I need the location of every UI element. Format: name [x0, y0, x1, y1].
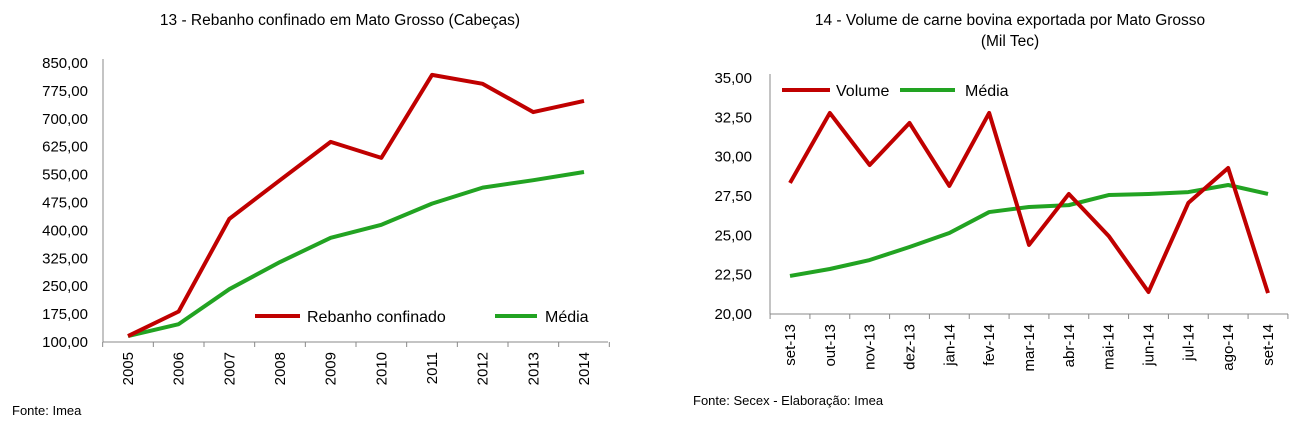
y-tick-label: 400,00 [42, 222, 88, 239]
y-tick-label: 850,00 [42, 55, 88, 72]
x-tick-label: 2007 [221, 352, 238, 385]
chart-subtitle: (Mil Tec) [981, 33, 1039, 50]
y-tick-label: 25,00 [714, 227, 752, 244]
legend-label: Rebanho confinado [307, 309, 446, 326]
x-tick-label: 2011 [424, 352, 441, 384]
x-tick-label: 2006 [171, 352, 188, 385]
x-tick-label: mar-14 [1021, 324, 1038, 372]
x-tick-label: abr-14 [1061, 324, 1078, 367]
y-tick-label: 20,00 [714, 306, 752, 323]
x-tick-label: out-13 [822, 324, 839, 367]
x-tick-label: jul-14 [1180, 324, 1197, 362]
x-tick-label: dez-13 [902, 324, 919, 370]
x-tick-label: set-14 [1260, 324, 1277, 366]
chart-source: Fonte: Secex - Elaboração: Imea [693, 393, 884, 408]
chart-source: Fonte: Imea [12, 403, 82, 418]
x-tick-label: ago-14 [1220, 324, 1237, 371]
x-tick-label: 2005 [120, 352, 137, 385]
series-line-average [789, 182, 1269, 278]
y-tick-label: 700,00 [42, 111, 88, 128]
y-tick-label: 175,00 [42, 306, 88, 323]
chart-title: 13 - Rebanho confinado em Mato Grosso (C… [160, 12, 520, 29]
y-tick-label: 475,00 [42, 195, 88, 212]
chart-rebanho-confinado: 13 - Rebanho confinado em Mato Grosso (C… [12, 12, 610, 418]
y-tick-label: 775,00 [42, 83, 88, 100]
x-tick-label: jun-14 [1141, 324, 1158, 367]
y-tick-label: 27,50 [714, 188, 752, 205]
series-line-average [127, 170, 585, 338]
x-tick-label: mai-14 [1101, 324, 1118, 370]
y-tick-label: 325,00 [42, 250, 88, 267]
legend-label: Média [545, 309, 589, 326]
chart-volume-carne: 14 - Volume de carne bovina exportada po… [693, 12, 1289, 408]
y-tick-label: 35,00 [714, 70, 752, 87]
y-tick-label: 625,00 [42, 139, 88, 156]
y-tick-label: 32,50 [714, 109, 752, 126]
x-tick-label: 2010 [373, 352, 390, 385]
x-tick-label: 2014 [576, 352, 593, 385]
x-tick-label: 2008 [272, 352, 289, 385]
series-line-primary [127, 72, 585, 338]
x-tick-label: nov-13 [862, 324, 879, 370]
x-tick-label: set-13 [782, 324, 799, 366]
x-tick-label: 2009 [323, 352, 340, 385]
y-tick-label: 550,00 [42, 167, 88, 184]
chart-title: 14 - Volume de carne bovina exportada po… [815, 12, 1205, 29]
y-tick-label: 22,50 [714, 267, 752, 284]
series-line-primary [788, 110, 1270, 294]
y-tick-label: 30,00 [714, 149, 752, 166]
x-tick-label: fev-14 [981, 324, 998, 366]
legend-label: Volume [836, 83, 889, 100]
y-tick-label: 250,00 [42, 278, 88, 295]
x-tick-label: 2012 [475, 352, 492, 385]
x-tick-label: 2013 [525, 352, 542, 385]
y-tick-label: 100,00 [42, 334, 88, 351]
x-tick-label: jan-14 [941, 324, 958, 367]
legend-label: Média [965, 83, 1009, 100]
